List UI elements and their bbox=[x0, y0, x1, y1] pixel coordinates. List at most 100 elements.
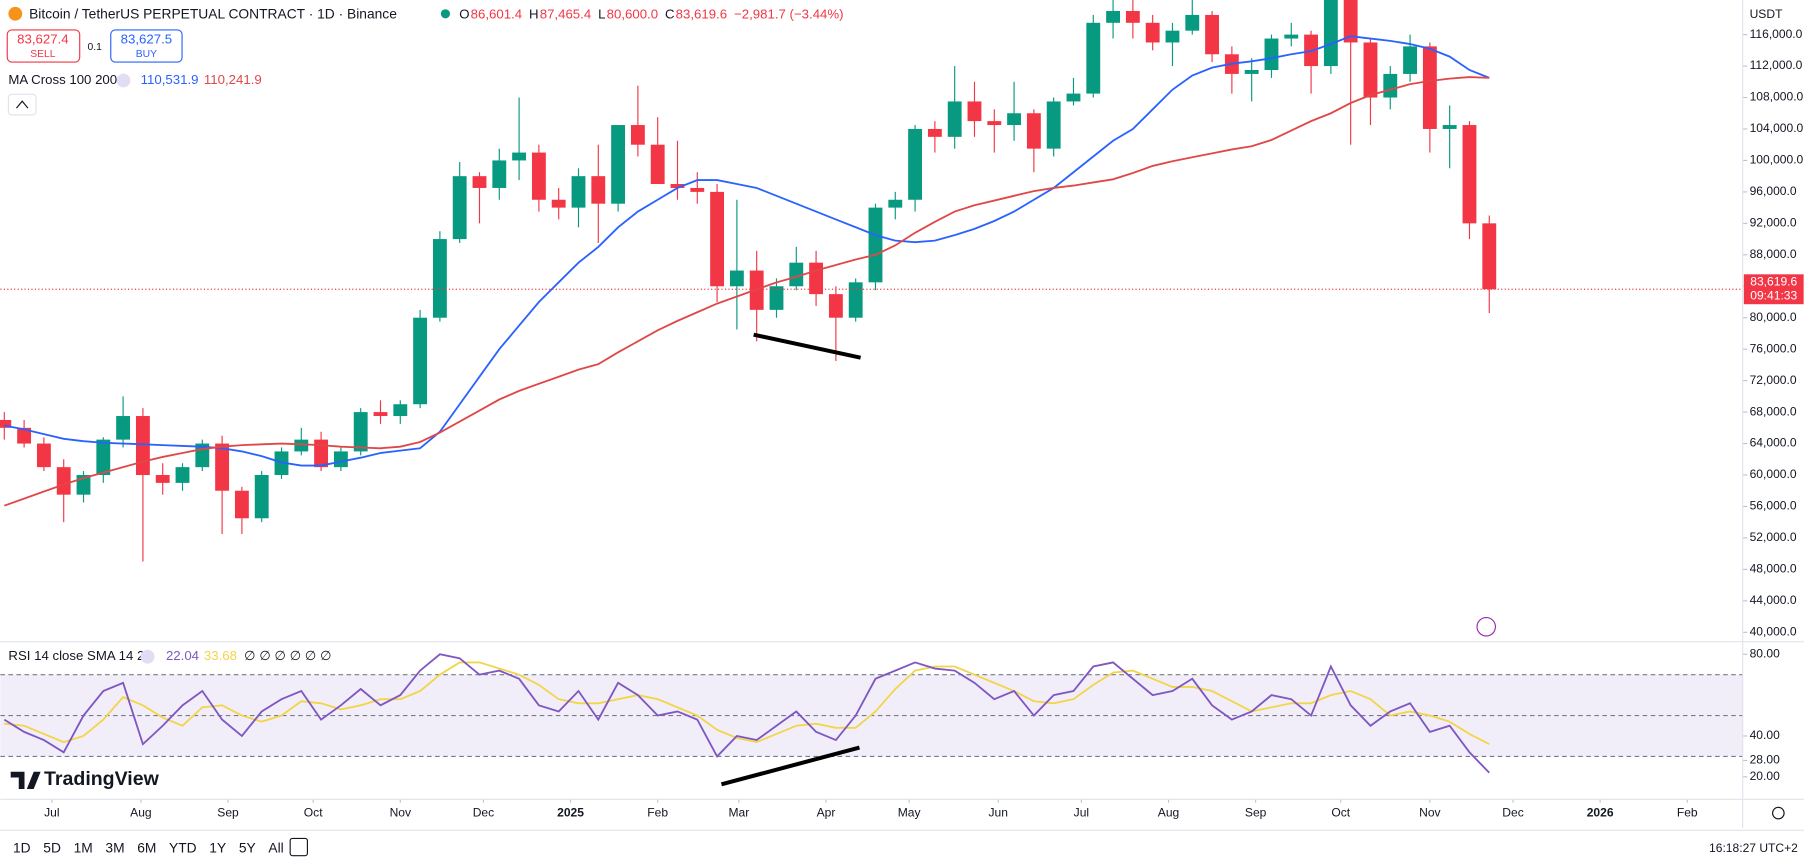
x-tick-label: Dec bbox=[473, 805, 494, 819]
candle-body bbox=[452, 176, 467, 240]
ohlc-key: C bbox=[665, 6, 675, 21]
candle-body bbox=[1086, 22, 1101, 94]
candle-body bbox=[135, 416, 150, 476]
alert-icon[interactable] bbox=[1476, 617, 1497, 637]
logo-icon bbox=[10, 771, 41, 789]
sell-price[interactable]: 83,627.4 bbox=[17, 32, 68, 47]
ohlc-key: L bbox=[598, 6, 605, 21]
x-tick-label: Jul bbox=[1074, 805, 1089, 819]
x-tick-label: Nov bbox=[390, 805, 411, 819]
y-tick-label: 44,000.0 bbox=[1750, 593, 1797, 607]
y-tick-label: 80.00 bbox=[1750, 646, 1780, 660]
collapse-button[interactable] bbox=[7, 93, 37, 116]
market-status bbox=[440, 9, 451, 19]
x-tick-label: May bbox=[898, 805, 921, 819]
x-tick-label: Feb bbox=[647, 805, 668, 819]
currency[interactable]: USDT bbox=[1750, 7, 1783, 21]
candle-body bbox=[413, 317, 428, 405]
x-tick-label: Aug bbox=[130, 805, 151, 819]
sell-button[interactable] bbox=[6, 29, 81, 63]
candle-body bbox=[967, 101, 982, 122]
candle-body bbox=[710, 191, 725, 287]
quantity: 0.1 bbox=[87, 42, 102, 53]
x-tick-label: 2025 bbox=[557, 805, 584, 819]
x-tick-label: Jul bbox=[44, 805, 59, 819]
candle-body bbox=[591, 176, 606, 204]
range-button[interactable]: 3M bbox=[105, 840, 124, 855]
buy-label[interactable]: BUY bbox=[136, 49, 157, 60]
range-button[interactable]: 1M bbox=[74, 840, 93, 855]
range-button[interactable]: 1D bbox=[13, 840, 31, 855]
y-tick-label: 52,000.0 bbox=[1750, 530, 1797, 544]
range-button[interactable]: 5D bbox=[43, 840, 61, 855]
candle-body bbox=[531, 152, 546, 200]
trend-line bbox=[720, 745, 860, 787]
x-tick-label: Oct bbox=[1331, 805, 1350, 819]
x-tick-label: Aug bbox=[1158, 805, 1179, 819]
indicator-line bbox=[4, 35, 1490, 467]
range-button[interactable]: 1Y bbox=[209, 840, 226, 855]
candle-body bbox=[769, 286, 784, 310]
candle-body bbox=[432, 239, 447, 318]
rsi-settings-icon[interactable] bbox=[140, 649, 155, 664]
candle-body bbox=[96, 439, 111, 476]
candle-body bbox=[254, 475, 269, 519]
bottom-toolbar: 1D 5D 1M 3M 6M YTD 1Y 5Y All bbox=[13, 840, 284, 855]
settings-icon[interactable] bbox=[1772, 806, 1785, 820]
candle-body bbox=[611, 125, 626, 204]
ohlc-key: H bbox=[529, 6, 539, 21]
candle-body bbox=[1343, 0, 1358, 43]
y-tick-label: 60,000.0 bbox=[1750, 467, 1797, 481]
rsi-legend[interactable]: RSI 14 close SMA 14 2 bbox=[8, 648, 144, 663]
buy-price[interactable]: 83,627.5 bbox=[121, 32, 172, 47]
y-tick-label: 112,000.0 bbox=[1750, 58, 1803, 72]
candle-body bbox=[1165, 30, 1180, 43]
symbol-title[interactable]: Bitcoin / TetherUS PERPETUAL CONTRACT · … bbox=[29, 7, 397, 22]
candle-body bbox=[1125, 11, 1140, 23]
ohlc-value: 87,465.4 bbox=[540, 6, 591, 21]
ma-legend[interactable]: MA Cross 100 200 bbox=[8, 72, 117, 87]
symbol-icon bbox=[8, 6, 23, 21]
candle-body bbox=[630, 125, 645, 145]
y-tick-label: 72,000.0 bbox=[1750, 373, 1797, 387]
rsi-empty-values: ∅ ∅ ∅ ∅ ∅ ∅ bbox=[244, 648, 331, 663]
ohlc-legend: O 86,601.4 H 87,465.4 L 80,600.0 C 83,619.6 bbox=[459, 6, 727, 21]
candle-body bbox=[314, 439, 329, 468]
candle-body bbox=[512, 152, 527, 161]
candle-body bbox=[1264, 38, 1279, 70]
candle-body bbox=[1363, 42, 1378, 98]
candle-body bbox=[373, 412, 388, 417]
buy-button[interactable] bbox=[110, 29, 183, 63]
y-tick-label: 28.00 bbox=[1750, 753, 1780, 767]
candle-body bbox=[1185, 14, 1200, 31]
sell-label[interactable]: SELL bbox=[30, 49, 56, 60]
candle-body bbox=[690, 187, 705, 192]
candle-body bbox=[789, 262, 804, 287]
last-price-label: 83,619.6 bbox=[1750, 275, 1797, 289]
x-tick-label: 2026 bbox=[1587, 805, 1614, 819]
y-tick-label: 40,000.0 bbox=[1750, 624, 1797, 638]
ma-settings-icon[interactable] bbox=[116, 73, 131, 88]
range-button[interactable]: All bbox=[268, 840, 283, 855]
candle-body bbox=[1205, 14, 1220, 55]
plot-area bbox=[0, 0, 1748, 803]
ohlc-value: 86,601.4 bbox=[471, 6, 522, 21]
candle-body bbox=[1403, 46, 1417, 74]
ma100-value: 110,531.9 bbox=[141, 72, 199, 87]
range-button[interactable]: 6M bbox=[137, 840, 156, 855]
range-button[interactable]: 5Y bbox=[239, 840, 256, 855]
candle-body bbox=[729, 270, 744, 287]
y-tick-label: 104,000.0 bbox=[1750, 121, 1804, 135]
candle-body bbox=[1482, 223, 1497, 290]
range-button[interactable]: YTD bbox=[169, 840, 197, 855]
candle-body bbox=[987, 121, 1002, 126]
candle-body bbox=[116, 416, 131, 440]
y-tick-label: 92,000.0 bbox=[1750, 216, 1797, 230]
candle-body bbox=[1026, 113, 1041, 149]
y-tick-label: 76,000.0 bbox=[1750, 341, 1797, 355]
indicator-line bbox=[3, 76, 1490, 507]
x-tick-label: Mar bbox=[728, 805, 749, 819]
date-range-icon[interactable] bbox=[289, 837, 308, 857]
y-tick-label: 40.00 bbox=[1750, 728, 1780, 742]
candle-body bbox=[947, 101, 962, 137]
